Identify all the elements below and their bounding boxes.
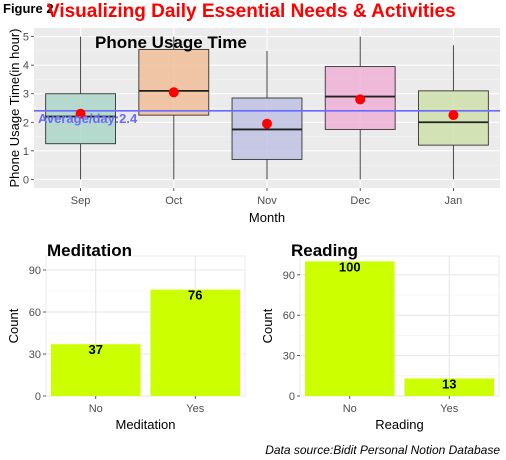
x-axis-label: Meditation <box>116 417 176 432</box>
data-label: 100 <box>339 259 361 274</box>
y-tick-label: 60 <box>283 310 295 322</box>
x-axis-label: Month <box>249 210 285 225</box>
y-tick-label: 0 <box>23 174 29 186</box>
mean-point <box>169 87 179 97</box>
y-tick-label: 1 <box>23 146 29 158</box>
x-axis-label: Reading <box>375 417 423 432</box>
data-label: 13 <box>442 377 456 392</box>
bar <box>150 290 240 396</box>
y-tick-label: 30 <box>29 349 41 361</box>
average-label: Average/day:2.4 <box>38 111 138 126</box>
chart-title: Reading <box>291 241 358 260</box>
y-tick-label: 30 <box>283 351 295 363</box>
x-tick-label: Yes <box>440 403 458 415</box>
y-tick-label: 4 <box>23 60 29 72</box>
box <box>139 49 209 115</box>
chart-title: Phone Usage Time <box>95 33 247 52</box>
reading-chart: 0 30 60 90 100 13 No Yes Reading Reading Count <box>260 241 499 432</box>
x-tick-label: No <box>89 403 103 415</box>
x-tick-label: Dec <box>350 195 370 207</box>
y-tick-label: 90 <box>283 270 295 282</box>
data-label: 37 <box>89 342 103 357</box>
y-tick-label: 5 <box>23 32 29 44</box>
data-source-note: Data source:Bidit Personal Notion Databa… <box>265 443 500 457</box>
mean-point <box>355 94 365 104</box>
x-tick-label: Jan <box>445 195 463 207</box>
meditation-chart: 0 30 60 90 37 76 No Yes Meditation Meditation Coun… <box>6 241 245 432</box>
x-tick-label: Nov <box>257 195 277 207</box>
bar <box>305 261 395 396</box>
y-tick-label: 90 <box>29 265 41 277</box>
y-tick-label: 0 <box>289 391 295 403</box>
y-tick-label: 0 <box>35 391 41 403</box>
x-tick-label: Yes <box>186 403 204 415</box>
data-label: 76 <box>188 288 202 303</box>
x-tick-label: No <box>343 403 357 415</box>
y-axis-label: Count <box>260 308 275 343</box>
x-tick-label: Oct <box>165 195 182 207</box>
mean-point <box>448 110 458 120</box>
phone-usage-chart: 0 1 2 3 4 5 Average/day:2.4 Sep Oct Nov Dec Jan Phon… <box>7 28 500 225</box>
x-tick-label: Sep <box>71 195 91 207</box>
y-tick-label: 2 <box>23 117 29 129</box>
y-axis-label: Phone Usage Time(in hour) <box>7 29 22 188</box>
y-tick-label: 3 <box>23 89 29 101</box>
mean-point <box>262 119 272 129</box>
y-axis-label: Count <box>6 308 21 343</box>
y-tick-label: 60 <box>29 307 41 319</box>
chart-title: Meditation <box>47 241 132 260</box>
